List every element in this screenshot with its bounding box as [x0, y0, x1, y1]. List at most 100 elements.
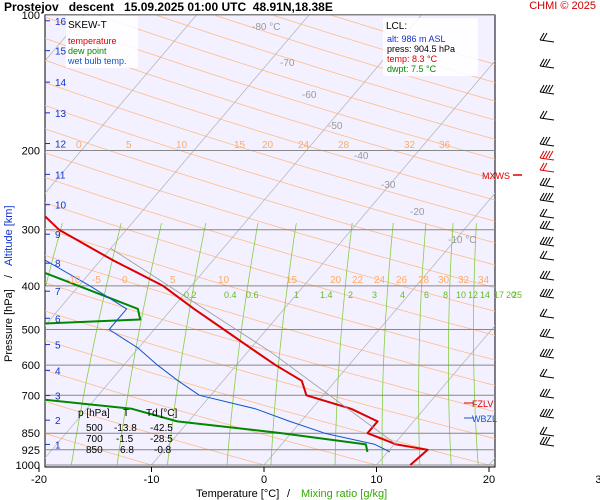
altitude-tick-label: 5 [55, 341, 61, 352]
wind-barb-feather [548, 288, 554, 297]
isotherm-label: -50 [328, 121, 343, 132]
theta-label-lower: 5 [170, 275, 176, 286]
wind-barb-shaft [539, 169, 555, 173]
wind-barb-feather [542, 328, 548, 337]
altitude-tick-label: 13 [55, 109, 67, 120]
pressure-tick-label: 850 [22, 428, 40, 440]
isotherm-label: -40 [354, 151, 369, 162]
page-title: Prostejov descent 15.09.2025 01:00 UTC 4… [4, 0, 333, 14]
wind-barb-feather [542, 270, 548, 279]
wind-barb [539, 250, 555, 261]
pressure-tick-label: 600 [22, 360, 40, 372]
wind-barb-feather [542, 162, 548, 171]
wind-barb-feather [548, 192, 554, 201]
lcl-alt: alt: 986 m ASL [387, 34, 446, 44]
wind-barb [539, 368, 555, 379]
mixing-ratio-line [70, 223, 122, 466]
wind-barb-shaft [539, 443, 555, 447]
wind-barb-feather [545, 288, 551, 297]
lcl-parcel-line [110, 247, 397, 445]
mixing-ratio-label: 0.4 [224, 290, 237, 300]
mixing-ratio-label: 8 [443, 290, 448, 300]
dry-adiabat [45, 82, 495, 222]
wind-barb [539, 236, 555, 247]
wind-barb [539, 220, 555, 231]
wind-barb-feather [545, 328, 551, 337]
wind-barb [539, 84, 555, 95]
wind-barb [539, 150, 555, 161]
wind-barb-feather [545, 270, 551, 279]
wind-barb-feather [539, 250, 545, 259]
mixing-ratio-label: 4 [400, 290, 405, 300]
wind-barb-feather [545, 436, 551, 445]
wind-barb-feather [545, 408, 551, 417]
wind-barb-shaft [539, 65, 555, 69]
wind-barb-feather [539, 150, 545, 159]
theta-label-lower: 32 [458, 275, 470, 286]
wind-barb-feather [539, 426, 545, 435]
mixing-ratio-label: 10 [456, 290, 466, 300]
mixing-ratio-label: 1 [294, 290, 299, 300]
table-header-td: Td [°C] [146, 408, 177, 419]
dry-adiabat [45, 105, 495, 244]
pressure-tick-label: 700 [22, 390, 40, 402]
pressure-tick-label: 100 [22, 10, 40, 22]
wind-barb-feather [545, 58, 551, 67]
wind-barb-feather [539, 177, 545, 186]
wind-barb-feather [545, 150, 551, 159]
wind-barb-shaft [539, 395, 555, 399]
wind-barb-feather [545, 348, 551, 357]
isotherm [151, 60, 495, 466]
altitude-tick-label: 6 [55, 314, 61, 325]
legend-dew-point: dew point [68, 46, 107, 56]
wind-barb-shaft [539, 375, 555, 379]
theta-label-lower: -10 [66, 275, 81, 286]
temperature-tick-label: 10 [370, 474, 382, 486]
plot-area [44, 14, 496, 468]
wind-barb-shaft [539, 355, 555, 359]
wind-barb-feather [548, 150, 554, 159]
wind-barb-feather [542, 150, 548, 159]
wind-barb-feather [545, 84, 551, 93]
wind-barb-feather [539, 436, 545, 445]
wind-barb-feather [542, 368, 548, 377]
wind-barb-shaft [539, 243, 555, 247]
lcl-temp: temp: 8.3 °C [387, 54, 438, 64]
wind-barb-feather [539, 84, 545, 93]
wind-barb-shaft [539, 433, 555, 437]
wind-barb-shaft [539, 277, 555, 281]
table-row-700-td: -28.5 [150, 434, 173, 445]
level-table: p [hPa] T Td [°C] 500 -13.8 -42.5 700 -1… [78, 408, 177, 456]
isotherm [376, 324, 495, 466]
wind-barb-feather [545, 136, 551, 145]
wind-barb [539, 348, 555, 359]
pressure-tick-label: 1000 [16, 460, 40, 472]
altitude-tick-label: 3 [55, 392, 61, 403]
table-row-700-t: -1.5 [116, 434, 134, 445]
mixing-ratio-label: 1.4 [320, 290, 333, 300]
theta-label-upper: 32 [404, 140, 416, 151]
wind-barb [539, 208, 555, 219]
y-axis-label-pressure: Pressure [hPa] [3, 289, 15, 362]
pressure-tick-label: 500 [22, 325, 40, 337]
fzlv-label: FZLV [472, 399, 493, 409]
mixing-ratio-label: 3 [372, 290, 377, 300]
altitude-tick-label: 11 [55, 170, 66, 181]
wind-barb-shaft [539, 295, 555, 299]
wind-barb-feather [542, 436, 548, 445]
wind-barb [539, 58, 555, 69]
wind-barb-feather [545, 177, 551, 186]
wind-barb [539, 388, 555, 399]
wind-barb-feather [539, 270, 545, 279]
table-row-500-t: -13.8 [114, 423, 137, 434]
mixing-ratio-line [418, 223, 427, 466]
altitude-tick-label: 4 [55, 366, 61, 377]
wind-barb-feather [539, 58, 545, 67]
theta-label-upper: 15 [234, 140, 246, 151]
wind-barb-shaft [539, 157, 555, 161]
wind-barb-feather [539, 220, 545, 229]
dry-adiabat [45, 282, 495, 413]
wind-barb-feather [548, 408, 554, 417]
wind-barb-shaft [539, 117, 555, 121]
